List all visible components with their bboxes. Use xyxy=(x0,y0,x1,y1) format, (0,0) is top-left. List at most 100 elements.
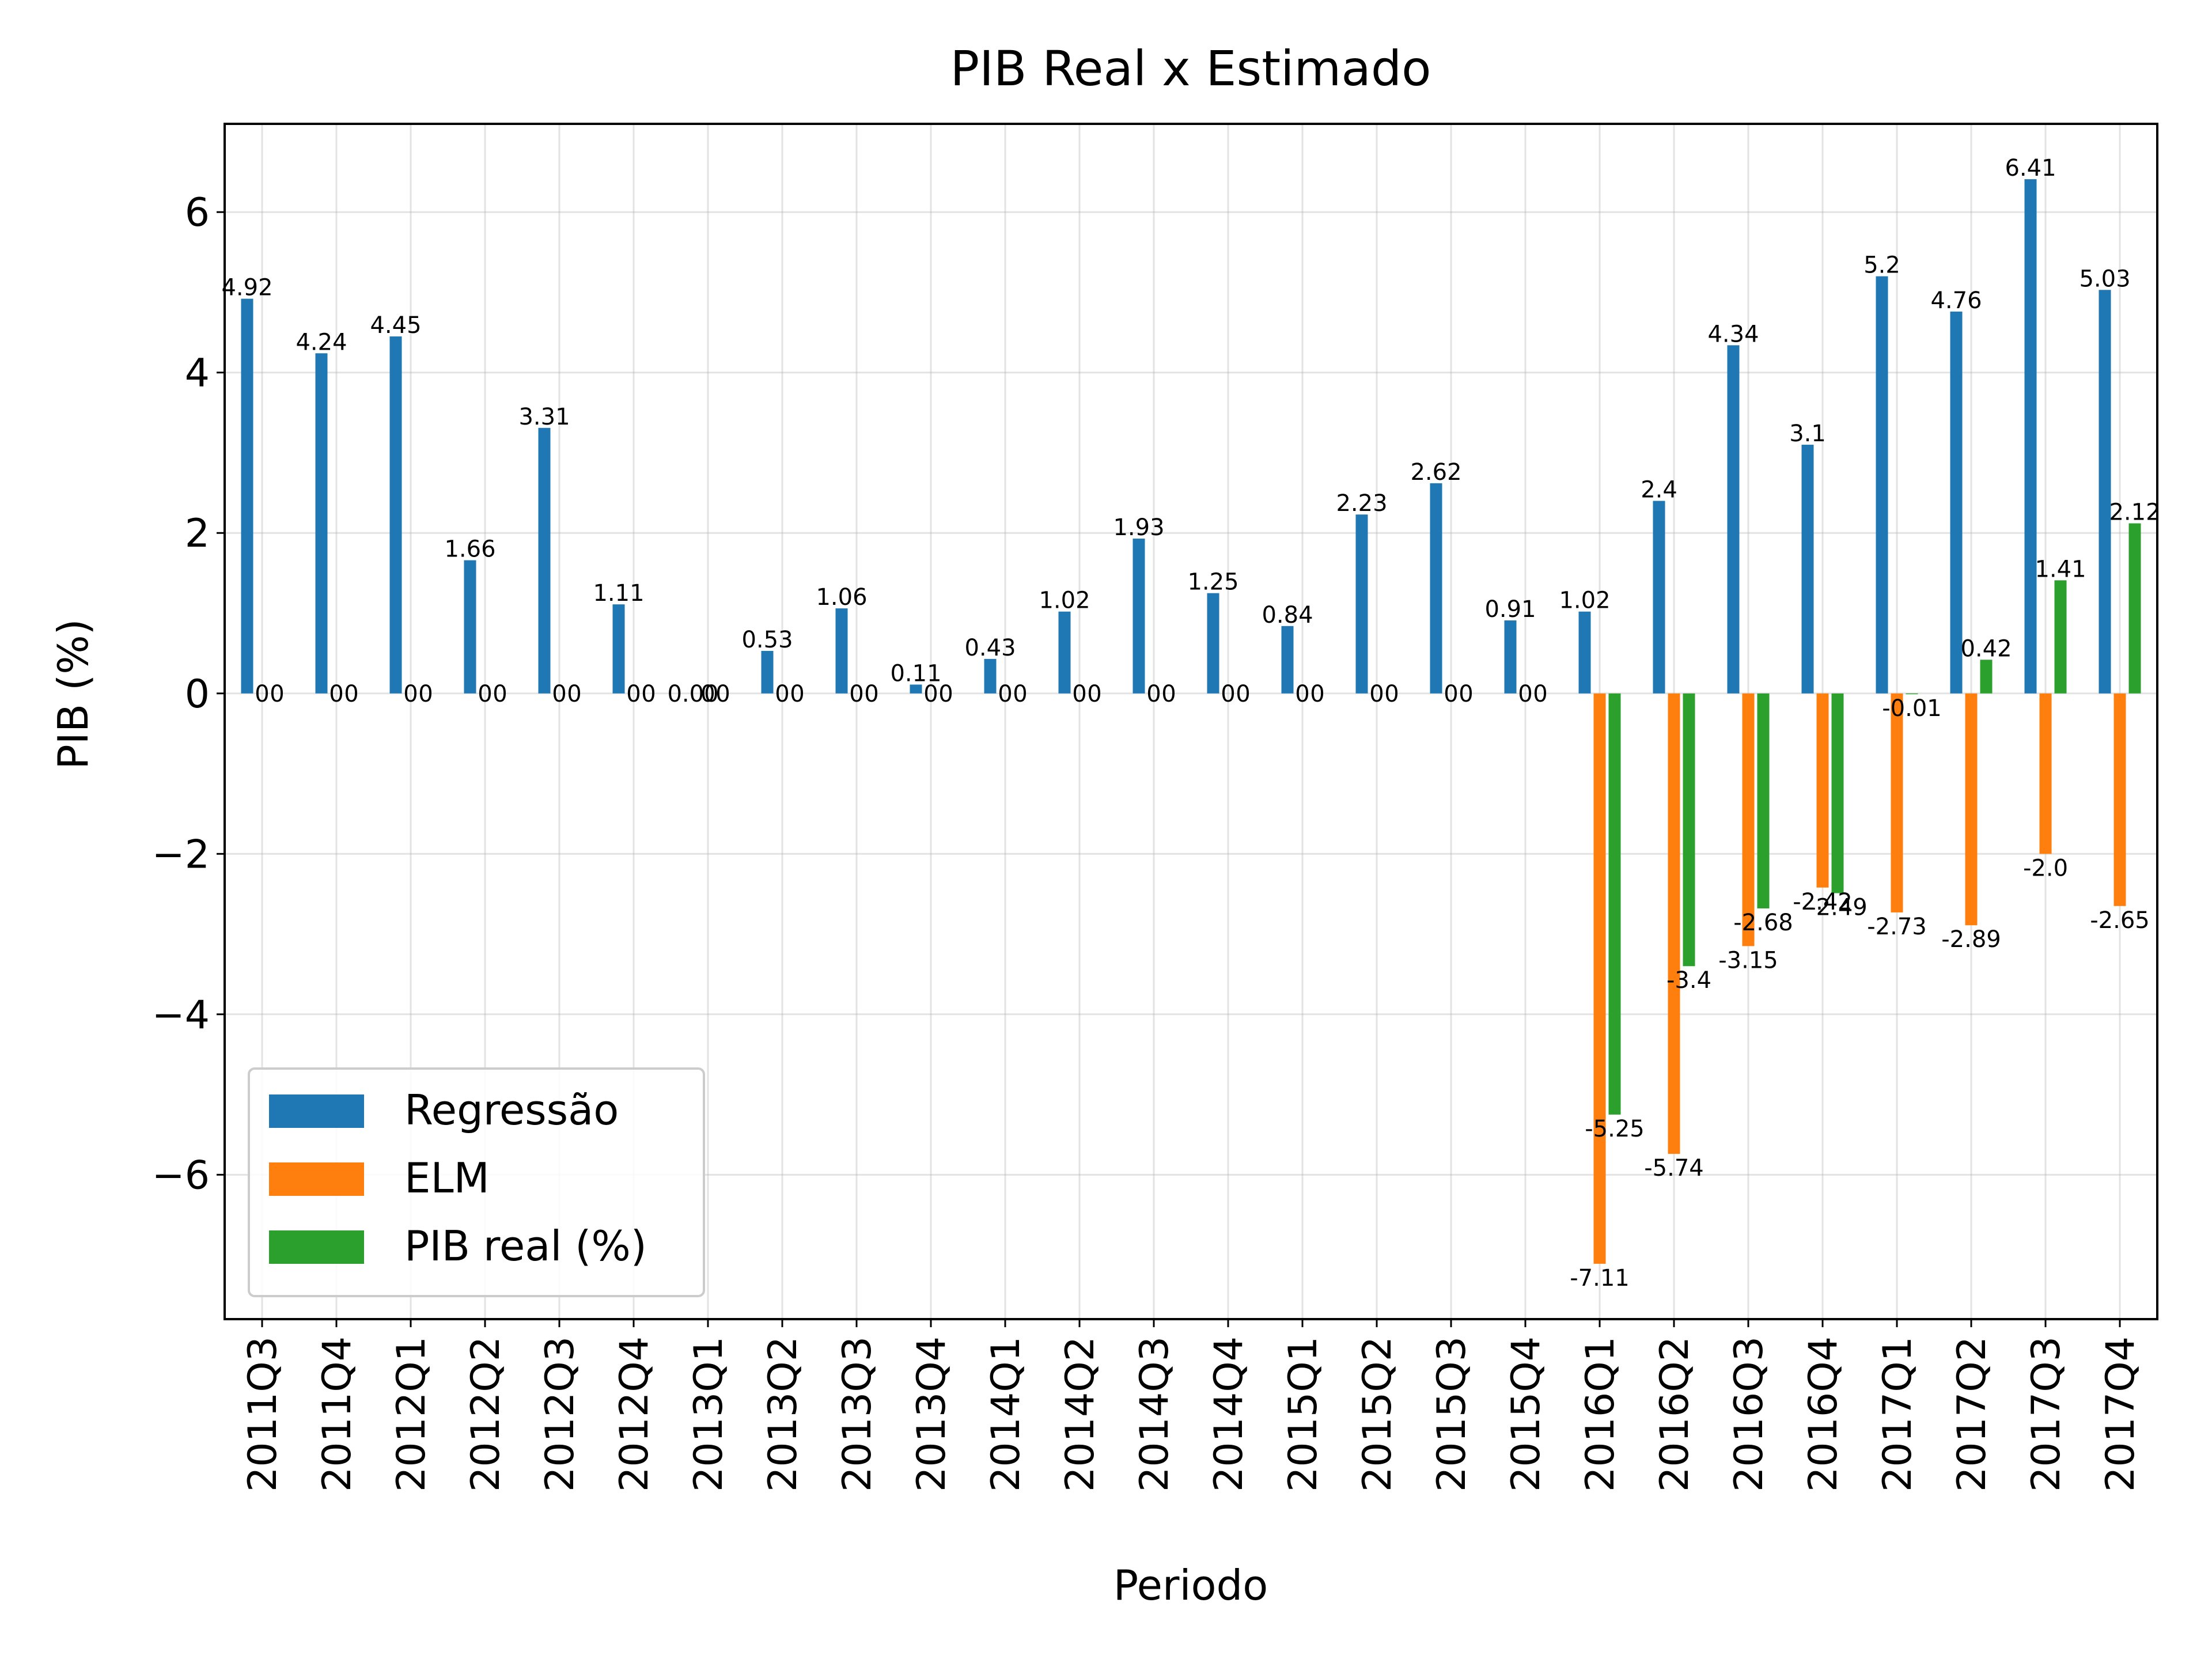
bar-elm xyxy=(1891,693,1903,912)
x-axis-label: Periodo xyxy=(1113,1561,1268,1609)
x-tick-label: 2017Q1 xyxy=(1875,1336,1921,1492)
bar-regresso xyxy=(761,650,774,694)
bar-regresso xyxy=(1207,593,1219,694)
data-label: 0.91 xyxy=(1484,596,1536,623)
data-label: 0 xyxy=(1533,681,1547,707)
legend-swatch xyxy=(269,1230,364,1264)
x-tick-label: 2013Q4 xyxy=(909,1336,955,1492)
data-label: 0 xyxy=(1310,681,1324,707)
data-label: 0 xyxy=(923,681,938,707)
data-label: 2.4 xyxy=(1641,477,1677,503)
y-tick-label: 0 xyxy=(185,672,210,717)
bar-pibreal xyxy=(1683,693,1695,967)
bar-regresso xyxy=(984,658,997,694)
x-tick-label: 2012Q4 xyxy=(612,1336,657,1492)
data-label: -2.89 xyxy=(1941,926,2001,953)
bar-regresso xyxy=(241,298,253,694)
x-tick-label: 2017Q2 xyxy=(1949,1336,1995,1492)
data-label: 0 xyxy=(700,681,715,707)
data-label: 0 xyxy=(790,681,804,707)
x-tick-label: 2014Q1 xyxy=(983,1336,1029,1492)
data-label: 0 xyxy=(329,681,343,707)
data-label: 0 xyxy=(864,681,878,707)
bar-regresso xyxy=(612,604,625,694)
data-label: -3.4 xyxy=(1666,967,1711,994)
y-tick-label: 6 xyxy=(185,190,210,236)
x-tick-label: 2017Q3 xyxy=(2024,1336,2069,1492)
data-label: 0 xyxy=(418,681,433,707)
bar-regresso xyxy=(1578,611,1591,694)
data-label: 3.1 xyxy=(1789,421,1826,447)
bar-regresso xyxy=(1801,445,1814,694)
data-label: 0 xyxy=(715,681,730,707)
data-label: 0 xyxy=(641,681,656,707)
data-label: -5.74 xyxy=(1644,1155,1704,1181)
data-label: 0 xyxy=(403,681,418,707)
x-tick-label: 2016Q2 xyxy=(1652,1336,1698,1492)
data-label: 1.93 xyxy=(1113,514,1164,541)
data-label: 0.00 xyxy=(667,681,718,707)
bar-regresso xyxy=(910,684,922,694)
y-tick-label: −4 xyxy=(152,993,210,1038)
data-label: 3.31 xyxy=(518,404,570,430)
bar-regresso xyxy=(835,608,848,694)
bar-regresso xyxy=(1950,311,1963,694)
bar-pibreal xyxy=(1757,693,1770,908)
data-label: 4.34 xyxy=(1707,321,1759,347)
data-label: 2.12 xyxy=(2109,499,2160,526)
data-label: 4.24 xyxy=(296,329,347,355)
x-tick-label: 2014Q2 xyxy=(1058,1336,1103,1492)
bar-regresso xyxy=(1876,276,1888,694)
data-label: 0.53 xyxy=(741,627,793,653)
bar-regresso xyxy=(1430,483,1442,694)
data-label: 0 xyxy=(478,681,492,707)
bars xyxy=(241,179,2141,1264)
data-label: 2.23 xyxy=(1336,490,1387,517)
bar-elm xyxy=(1965,693,1978,926)
x-tick-label: 2012Q2 xyxy=(463,1336,509,1492)
bar-elm xyxy=(1593,693,1606,1264)
data-label: 0 xyxy=(626,681,641,707)
data-label: 0 xyxy=(938,681,953,707)
legend-label: Regressão xyxy=(404,1086,619,1134)
data-label: 0 xyxy=(1146,681,1161,707)
x-tick-label: 2016Q4 xyxy=(1801,1336,1846,1492)
bar-regresso xyxy=(1281,626,1294,694)
bar-regresso xyxy=(538,427,551,694)
x-tick-label: 2016Q3 xyxy=(1726,1336,1772,1492)
bar-pibreal xyxy=(1608,693,1621,1115)
legend-swatch xyxy=(269,1094,364,1128)
data-label: 0.43 xyxy=(964,635,1016,661)
data-label: 0 xyxy=(1295,681,1309,707)
bar-elm xyxy=(1742,693,1755,946)
x-tick-label: 2012Q3 xyxy=(537,1336,583,1492)
data-label: 0 xyxy=(775,681,789,707)
x-tick-label: 2017Q4 xyxy=(2098,1336,2143,1492)
bar-pibreal xyxy=(1980,660,1993,694)
data-label: 0.84 xyxy=(1262,602,1313,628)
bar-regresso xyxy=(464,560,476,694)
bar-regresso xyxy=(1653,501,1665,694)
data-label: 0 xyxy=(344,681,358,707)
data-label: 0 xyxy=(552,681,566,707)
x-tick-label: 2014Q3 xyxy=(1132,1336,1177,1492)
data-label: 1.06 xyxy=(816,584,867,611)
legend-label: ELM xyxy=(404,1154,490,1202)
data-label: 6.41 xyxy=(2005,155,2056,181)
data-label: 4.76 xyxy=(1930,287,1982,314)
data-label: -2.0 xyxy=(2023,855,2068,881)
data-label: 0 xyxy=(270,681,284,707)
data-label: -5.25 xyxy=(1585,1116,1645,1142)
data-label: -3.15 xyxy=(1718,947,1778,974)
data-label: 0 xyxy=(1384,681,1399,707)
bar-elm xyxy=(1816,693,1829,888)
legend-swatch xyxy=(269,1162,364,1196)
data-label: 0.42 xyxy=(1960,635,2012,662)
data-label: 0 xyxy=(849,681,863,707)
data-label: -7.11 xyxy=(1570,1265,1630,1291)
bar-regresso xyxy=(315,353,328,694)
bar-regresso xyxy=(1727,345,1740,694)
legend-label: PIB real (%) xyxy=(404,1222,647,1270)
x-tick-label: 2015Q4 xyxy=(1503,1336,1549,1492)
data-label: 1.02 xyxy=(1559,588,1610,614)
